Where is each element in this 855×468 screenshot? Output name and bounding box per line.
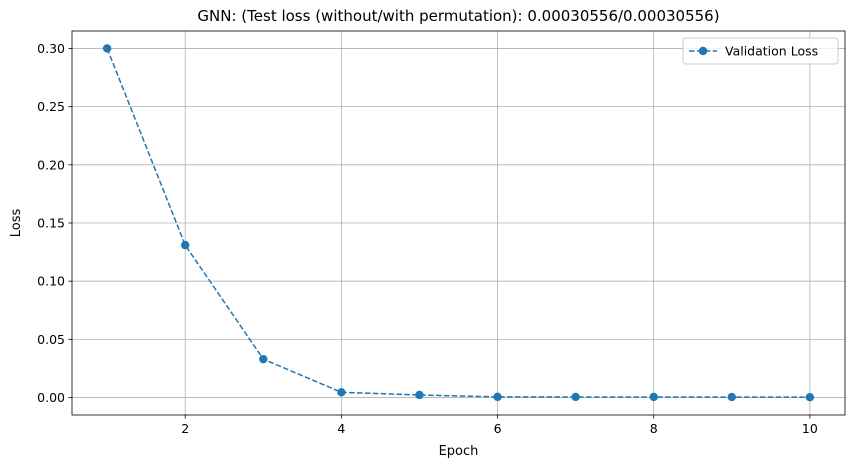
data-point [259, 354, 268, 364]
data-point [805, 392, 815, 402]
x-tick-label: 6 [494, 421, 502, 436]
x-axis-label: Epoch [439, 444, 479, 459]
x-axis: 2 4 6 8 10 [181, 415, 818, 436]
y-tick-label: 0.10 [37, 274, 65, 289]
series-line [106, 48, 810, 398]
data-point [415, 390, 424, 400]
y-tick-label: 0.20 [37, 157, 65, 172]
data-point [102, 44, 112, 53]
legend-box [682, 37, 839, 65]
x-tick-label: 4 [337, 421, 345, 436]
x-tick-label: 10 [802, 421, 818, 436]
data-point [571, 392, 580, 402]
y-tick-label: 0.25 [37, 99, 65, 114]
y-axis-label: Loss [9, 209, 24, 238]
y-tick-label: 0.30 [37, 41, 65, 56]
grid-lines [72, 31, 845, 415]
data-point [493, 392, 502, 402]
data-point [649, 392, 658, 402]
y-tick-label: 0.05 [37, 332, 65, 347]
data-point [337, 388, 346, 397]
y-tick-label: 0.15 [37, 216, 65, 231]
legend-marker-swatch [698, 46, 708, 56]
data-point [181, 240, 190, 250]
legend-entry-label: Validation Loss [725, 44, 818, 59]
legend: Validation Loss [682, 37, 839, 65]
y-axis: 0.00 0.05 0.10 0.15 0.20 0.25 0.30 [37, 41, 72, 405]
x-tick-label: 2 [181, 421, 189, 436]
data-point [727, 392, 736, 402]
y-tick-label: 0.00 [37, 390, 65, 405]
x-tick-label: 8 [650, 421, 658, 436]
chart-title: GNN: (Test loss (without/with permutatio… [197, 7, 719, 25]
series-layer [102, 44, 815, 402]
